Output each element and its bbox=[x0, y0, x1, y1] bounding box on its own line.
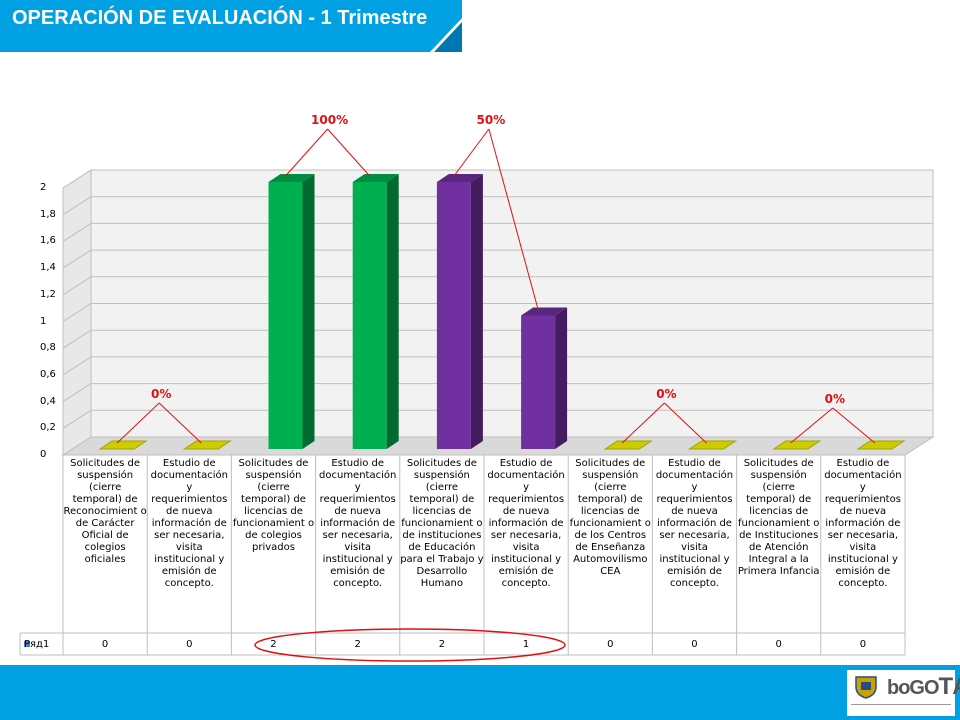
percentage-annotation: 0% bbox=[656, 387, 677, 401]
annotation-line bbox=[664, 402, 707, 444]
bar bbox=[268, 182, 303, 449]
value-cell: 0 bbox=[607, 639, 614, 650]
gridline-side bbox=[62, 249, 92, 269]
gridline-side bbox=[62, 409, 92, 429]
percentage-annotation: 0% bbox=[151, 387, 172, 401]
title-banner bbox=[0, 0, 462, 52]
highlight-ellipse bbox=[254, 628, 566, 662]
annotation-line bbox=[285, 128, 328, 177]
category-label: Solicitudes de suspensión (cierre tempor… bbox=[232, 458, 315, 553]
y-tick-label: 0,2 bbox=[40, 422, 56, 434]
gridline-side bbox=[62, 356, 92, 376]
bar-top bbox=[436, 174, 483, 182]
annotation-line bbox=[158, 402, 202, 444]
category-label: Solicitudes de suspensión (cierre tempor… bbox=[63, 458, 147, 565]
y-tick-label: 2 bbox=[40, 182, 47, 193]
bar-top bbox=[268, 174, 315, 182]
gridline-side bbox=[62, 196, 92, 216]
bar-flat bbox=[772, 440, 822, 450]
category-label: Solicitudes de suspensión (cierre tempor… bbox=[400, 458, 484, 589]
category-label: Estudio de documentación y requerimiento… bbox=[655, 458, 734, 589]
bar-chart bbox=[19, 128, 935, 662]
gridline-side bbox=[62, 383, 92, 403]
bar-side bbox=[302, 174, 315, 449]
bar-flat bbox=[182, 440, 232, 450]
y-tick-label: 0 bbox=[40, 449, 47, 460]
annotation-line bbox=[832, 407, 876, 444]
gridline-side bbox=[62, 303, 92, 322]
value-cell: 0 bbox=[859, 639, 867, 650]
category-label: Estudio de documentación y requerimiento… bbox=[150, 458, 228, 589]
bogota-logo: boGOTÁ bbox=[847, 670, 960, 716]
category-label: Estudio de documentación y requerimiento… bbox=[824, 458, 902, 589]
annotation-line bbox=[488, 128, 539, 310]
y-tick-label: 1,8 bbox=[40, 208, 56, 220]
bar-side bbox=[555, 307, 568, 449]
gridline-side bbox=[62, 222, 92, 242]
category-label: Estudio de documentación y requerimiento… bbox=[487, 458, 565, 589]
annotation-line bbox=[790, 407, 834, 444]
gridline-side bbox=[62, 169, 92, 189]
category-label: Estudio de documentación y requerimiento… bbox=[319, 458, 397, 589]
y-tick-label: 1,4 bbox=[40, 262, 56, 274]
gridline-side bbox=[62, 329, 92, 349]
logo-brand: boGOTÁ bbox=[887, 673, 960, 700]
bar-flat bbox=[98, 440, 148, 450]
percentage-annotation: 50% bbox=[476, 113, 506, 127]
value-cell: 0 bbox=[691, 639, 698, 650]
value-cell: 2 bbox=[270, 639, 277, 650]
value-cell: 0 bbox=[101, 639, 109, 650]
legend-key bbox=[24, 641, 30, 647]
bar bbox=[436, 182, 471, 449]
bar bbox=[352, 182, 387, 449]
shield-icon bbox=[855, 676, 877, 699]
legend-series-label: Ряд1 bbox=[24, 639, 50, 650]
y-tick-label: 1 bbox=[40, 315, 47, 327]
value-cell: 0 bbox=[186, 639, 193, 650]
value-cell: 0 bbox=[775, 639, 782, 650]
gridline-side bbox=[62, 276, 92, 296]
y-tick-label: 0,6 bbox=[40, 368, 56, 380]
y-tick-label: 0,4 bbox=[40, 395, 56, 407]
annotation-line bbox=[116, 402, 160, 444]
value-cell: 1 bbox=[522, 639, 530, 650]
bar-flat bbox=[603, 440, 653, 450]
page-title: OPERACIÓN DE EVALUACIÓN - 1 Trimestre bbox=[12, 7, 428, 29]
bar bbox=[521, 315, 556, 449]
annotation-line bbox=[453, 128, 490, 177]
bar-side bbox=[470, 174, 483, 449]
y-tick-label: 0,8 bbox=[40, 342, 56, 354]
percentage-annotation: 100% bbox=[311, 113, 349, 127]
value-cell: 2 bbox=[438, 639, 446, 650]
annotation-line bbox=[327, 128, 371, 177]
bar-side bbox=[386, 174, 399, 449]
bar-top bbox=[352, 174, 399, 182]
bar-flat bbox=[687, 440, 738, 450]
logo-divider bbox=[851, 704, 951, 705]
annotation-line bbox=[621, 402, 665, 444]
y-tick-label: 1,6 bbox=[40, 235, 56, 247]
bar-flat bbox=[856, 440, 906, 450]
value-cell: 2 bbox=[354, 639, 361, 650]
category-label: Solicitudes de suspensión (cierre tempor… bbox=[737, 458, 820, 577]
percentage-annotation: 0% bbox=[824, 392, 845, 406]
category-label: Solicitudes de suspensión (cierre tempor… bbox=[569, 458, 651, 577]
footer-bar bbox=[0, 665, 960, 720]
y-tick-label: 1,2 bbox=[40, 288, 56, 300]
bar-top bbox=[521, 307, 568, 316]
